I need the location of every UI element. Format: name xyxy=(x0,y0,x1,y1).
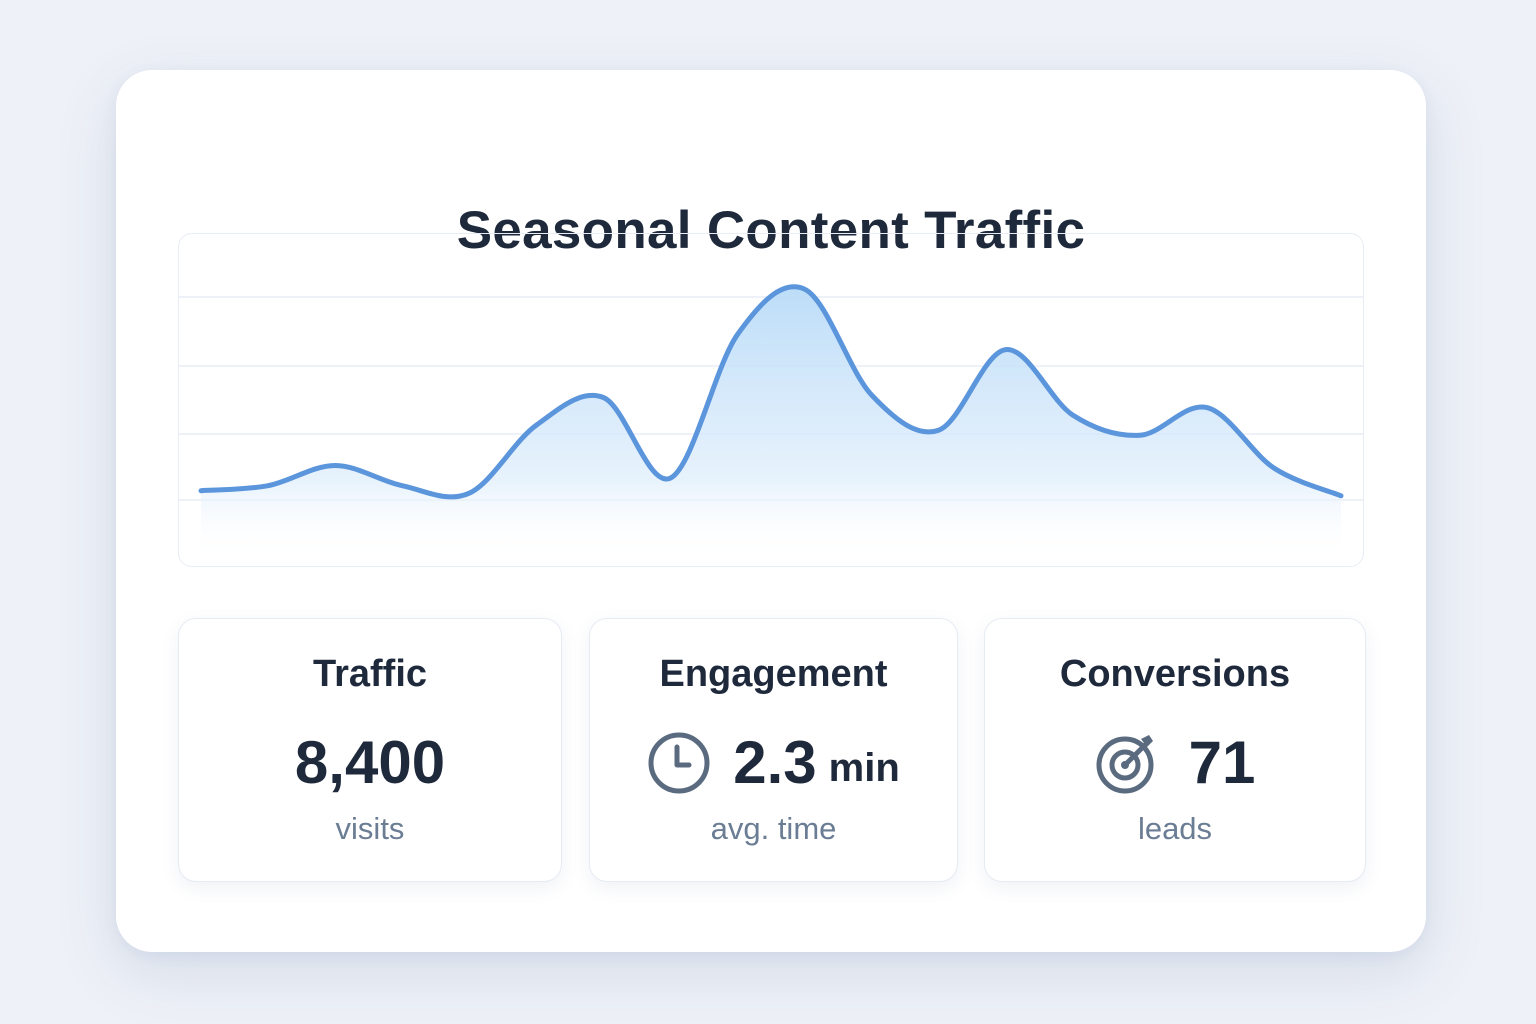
engagement-subtitle: avg. time xyxy=(710,811,837,846)
data-point-1 xyxy=(265,483,271,489)
data-point-7 xyxy=(667,475,673,481)
conversions-value: 71 xyxy=(1188,729,1256,796)
dashboard-card: Seasonal Content Traffic Traffic 8,400 v… xyxy=(116,70,1426,952)
clock-icon xyxy=(647,731,711,795)
engagement-value-row: 2.3 min xyxy=(590,727,957,799)
data-point-17 xyxy=(1338,493,1344,499)
data-point-11 xyxy=(936,427,942,433)
data-point-12 xyxy=(1003,347,1009,353)
conversions-value-row: 71 xyxy=(985,727,1365,799)
engagement-unit: min xyxy=(828,745,900,790)
conversions-kpi-card: Conversions 71 leads xyxy=(984,618,1366,882)
traffic-chart-svg xyxy=(179,284,1363,560)
data-point-9 xyxy=(802,286,808,292)
data-point-8 xyxy=(735,332,741,338)
data-point-5 xyxy=(533,422,539,428)
data-point-0 xyxy=(198,488,204,494)
traffic-chart xyxy=(178,233,1364,567)
engagement-value: 2.3 xyxy=(733,729,817,796)
conversions-subtitle: leads xyxy=(1137,811,1213,846)
data-point-6 xyxy=(600,395,606,401)
traffic-line xyxy=(198,284,1344,500)
data-point-4 xyxy=(466,490,472,496)
data-point-14 xyxy=(1137,432,1143,438)
data-point-2 xyxy=(332,463,338,469)
data-point-10 xyxy=(869,392,875,398)
engagement-label: Engagement xyxy=(659,653,888,695)
traffic-subtitle: visits xyxy=(335,811,405,846)
traffic-area xyxy=(201,286,1341,560)
data-point-16 xyxy=(1271,465,1277,471)
data-point-3 xyxy=(399,483,405,489)
traffic-value: 8,400 xyxy=(294,729,446,796)
engagement-kpi-card: Engagement 2.3 min avg. time xyxy=(589,618,958,882)
data-point-15 xyxy=(1204,405,1210,411)
conversions-label: Conversions xyxy=(1059,653,1291,695)
traffic-label: Traffic xyxy=(312,653,428,695)
target-icon xyxy=(1095,731,1159,795)
traffic-kpi-card: Traffic 8,400 visits xyxy=(178,618,562,882)
page-title: Seasonal Content Traffic xyxy=(456,201,1086,260)
traffic-value-row: 8,400 xyxy=(179,727,561,799)
data-point-13 xyxy=(1070,412,1076,418)
